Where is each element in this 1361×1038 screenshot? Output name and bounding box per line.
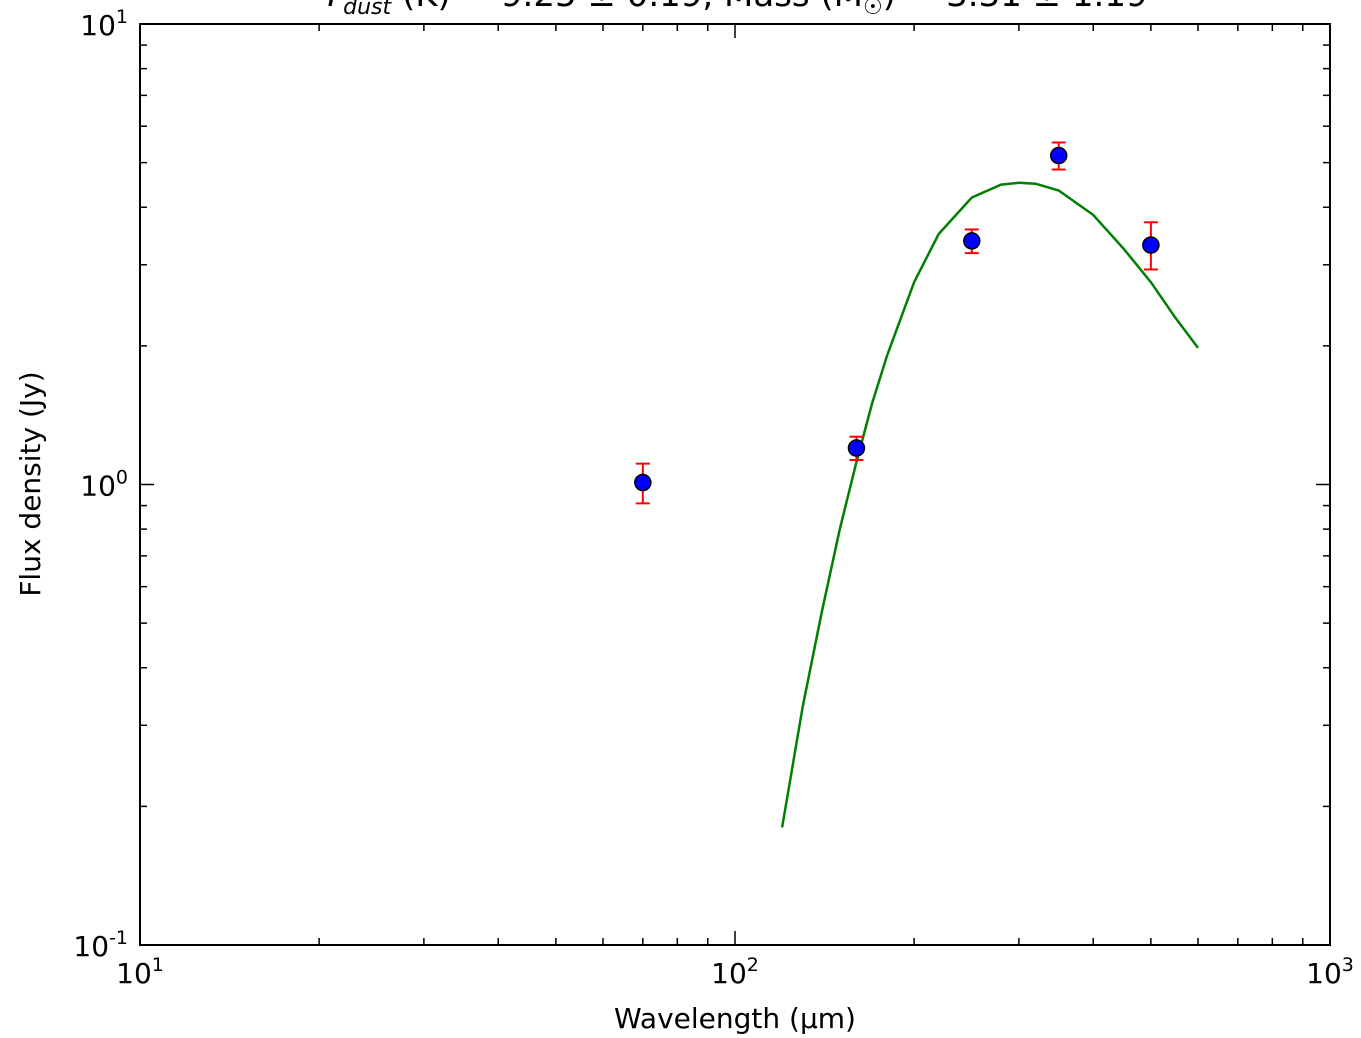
x-tick-label: 101 xyxy=(116,954,164,990)
data-point xyxy=(1049,146,1068,165)
data-point-group xyxy=(634,462,652,505)
y-tick-label: 100 xyxy=(80,467,128,503)
y-tick-label: 101 xyxy=(80,6,128,42)
x-axis-label: Wavelength (μm) xyxy=(614,1002,856,1035)
chart-title: Tdust (K) = 9.25 ± 0.19, Mass (M☉) = 3.3… xyxy=(322,0,1147,20)
x-tick-label: 102 xyxy=(711,954,759,990)
plot-frame xyxy=(139,23,1331,946)
y-axis-label: Flux density (Jy) xyxy=(14,371,47,596)
model-layer xyxy=(780,181,1199,828)
data-point-group xyxy=(1049,141,1068,171)
data-point xyxy=(1142,236,1160,254)
data-point-group xyxy=(963,228,981,255)
y-tick-label: 10-1 xyxy=(73,927,128,963)
model-curve xyxy=(780,181,1199,828)
data-point xyxy=(963,232,981,250)
ticks-layer: 101 102 103 10-1 100 101 xyxy=(73,6,1353,990)
x-tick-label: 103 xyxy=(1306,954,1354,990)
data-point xyxy=(634,473,652,492)
data-point-group xyxy=(847,435,866,462)
data-point-group xyxy=(1142,221,1160,271)
data-point xyxy=(847,439,866,457)
observed-points-layer xyxy=(634,141,1160,505)
